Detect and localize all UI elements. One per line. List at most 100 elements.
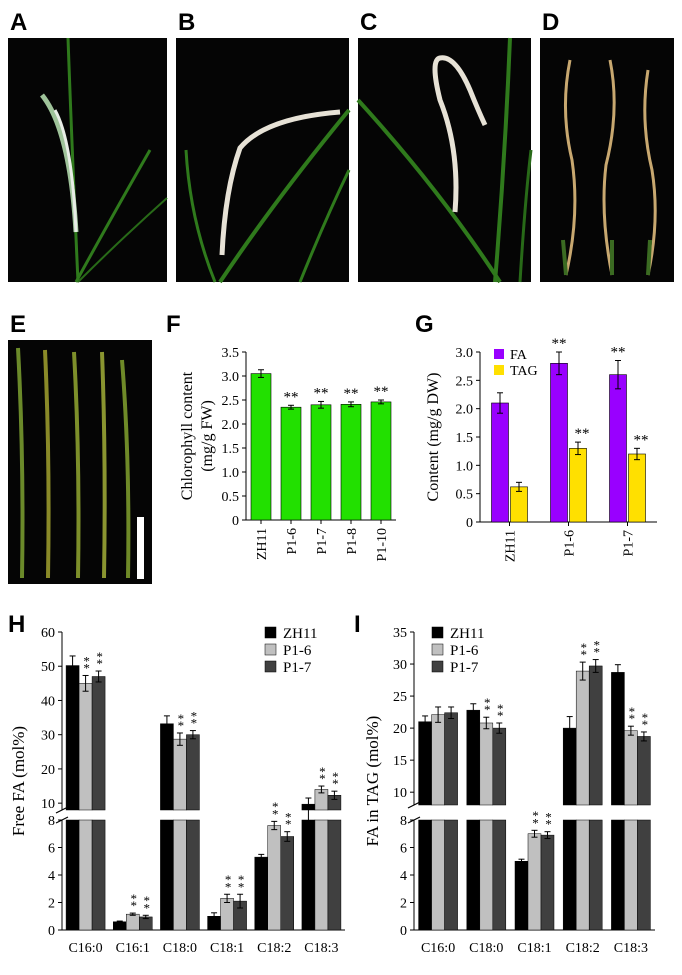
bar	[250, 373, 272, 521]
bar-segment	[444, 712, 458, 806]
error-bar	[142, 914, 149, 920]
y-tick-label: 25	[393, 690, 407, 705]
bar-p1-6	[575, 670, 590, 931]
leaf-blade-icon	[218, 108, 351, 284]
y-tick-label: 1.0	[222, 466, 240, 481]
bar-zh11	[514, 861, 529, 931]
bar-p1-6	[126, 913, 140, 931]
significance-label: **	[552, 336, 567, 352]
y-tick-label: 2	[48, 897, 55, 912]
bar-p1-6	[173, 738, 187, 931]
y-tick-label: 50	[41, 660, 55, 675]
significance-star: *	[272, 799, 279, 814]
bar-segment	[65, 819, 80, 931]
significance-star: *	[580, 647, 587, 662]
error-bar	[531, 829, 538, 838]
bar	[370, 401, 392, 521]
bar-segment	[514, 861, 529, 931]
error-bar	[288, 404, 294, 410]
significance-star: *	[191, 708, 198, 723]
error-bar	[470, 703, 477, 718]
significance-star: *	[484, 702, 491, 717]
legend-label: ZH11	[450, 626, 484, 642]
y-tick-label: 0.5	[222, 490, 240, 505]
bar-zh11	[160, 723, 174, 931]
bar-segment	[280, 836, 294, 931]
y-tick-label: 0	[466, 516, 473, 531]
bar-p1-6	[220, 898, 234, 931]
significance-label: **	[144, 893, 151, 915]
legend-swatch	[431, 643, 444, 656]
bar-p1-7	[637, 736, 651, 931]
significance-label: **	[344, 386, 359, 402]
significance-star: *	[83, 660, 90, 675]
error-bar	[129, 912, 136, 916]
error-bar	[271, 820, 278, 831]
bar-segment	[113, 921, 127, 931]
bar-segment	[327, 819, 342, 931]
significance-star: *	[225, 872, 232, 887]
legend-label: P1-7	[283, 660, 312, 676]
legend-label: FA	[510, 348, 528, 363]
significance-star: *	[83, 653, 90, 668]
y-tick-label: 8	[48, 814, 55, 829]
significance-star: *	[532, 815, 539, 830]
error-bar	[163, 715, 170, 733]
bar-tag	[569, 448, 587, 523]
significance-star: *	[593, 645, 600, 660]
error-bar	[95, 670, 102, 683]
y-tick-label: 3.0	[222, 370, 240, 385]
bar-segment	[91, 819, 106, 931]
error-bar	[422, 715, 429, 728]
error-bar	[640, 731, 647, 742]
y-tick-label: 6	[48, 842, 55, 857]
error-bar	[575, 441, 581, 456]
significance-star: *	[285, 817, 292, 832]
x-tick-label: C18:2	[566, 941, 600, 956]
yellowing-leaf-icon	[16, 347, 25, 579]
error-bar	[516, 481, 522, 492]
significance-label: **	[96, 649, 103, 671]
significance-star: *	[131, 898, 138, 913]
bar-fa	[491, 402, 509, 523]
bar-zh11	[301, 803, 316, 931]
panel-label-c: C	[360, 9, 377, 36]
x-tick-label: ZH11	[504, 530, 519, 562]
leaf-blade-icon	[74, 149, 152, 283]
x-tick-label: C16:0	[68, 941, 102, 956]
error-bar	[82, 674, 89, 692]
error-bar	[378, 399, 384, 405]
bar-segment	[173, 738, 187, 811]
leaf-blade-icon	[184, 149, 217, 283]
bar-segment	[418, 721, 432, 806]
bar	[280, 406, 302, 521]
bar-p1-7	[492, 727, 507, 931]
y-tick-label: 3.0	[456, 346, 474, 361]
legend-swatch	[264, 660, 277, 673]
bar-segment	[186, 734, 200, 811]
x-tick-label: C18:1	[517, 941, 551, 956]
error-bar	[284, 831, 291, 842]
leaf-blade-icon	[298, 169, 351, 283]
y-tick-label: 2.5	[456, 374, 474, 389]
bar-segment	[254, 856, 268, 931]
bar-segment	[444, 819, 458, 931]
legend-swatch	[264, 626, 277, 639]
error-bar	[258, 369, 264, 378]
significance-star: *	[178, 718, 185, 733]
significance-star: *	[629, 711, 636, 726]
panel-label-e: E	[10, 311, 26, 338]
panel-label-d: D	[542, 9, 559, 36]
significance-label: **	[545, 810, 552, 832]
bar-segment	[160, 819, 174, 931]
y-tick-label: 1.0	[456, 459, 474, 474]
significance-star: *	[144, 900, 151, 915]
charts-layer: 0 0.5 1.0 1.5 2.0 2.5 3.0 3.5 Chlorophyll conten…	[9, 336, 657, 956]
curled-leaf-icon	[432, 55, 488, 213]
significance-star: *	[238, 879, 245, 894]
leaf-blade-icon	[493, 37, 512, 283]
bar-tag	[510, 486, 528, 523]
x-tick-label: P1-6	[285, 528, 300, 554]
y-tick-label: 2	[400, 897, 407, 912]
bar-segment	[575, 819, 590, 931]
